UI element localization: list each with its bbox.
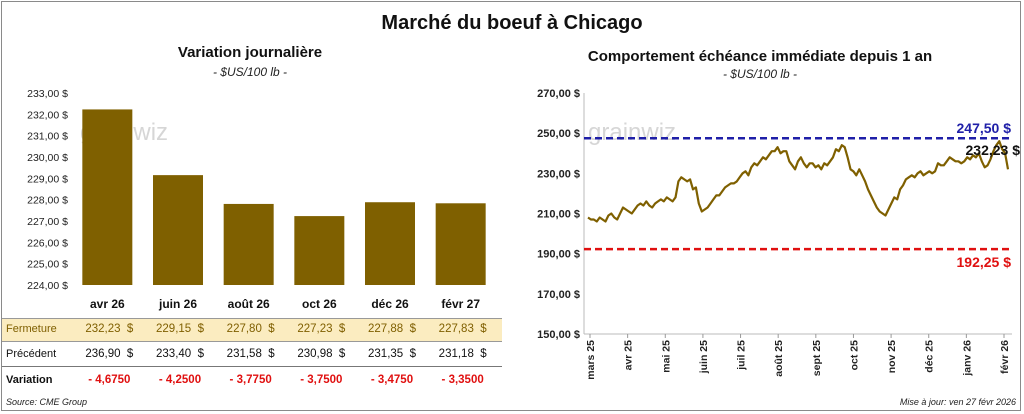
bar-ytick-label: 231,00 $ — [27, 131, 68, 143]
bar-ytick-label: 226,00 $ — [27, 237, 68, 249]
high-label: 247,50 $ — [957, 120, 1012, 136]
line-xtick-label: déc 25 — [924, 340, 936, 373]
bar — [82, 109, 133, 285]
table-cell: - 3,7500 — [300, 374, 343, 386]
update-note: Mise à jour: ven 27 févr 2026 — [899, 397, 1016, 407]
last-price-label: 232,23 $ — [966, 142, 1021, 158]
bar — [294, 216, 345, 285]
line-xtick-label: févr 26 — [999, 340, 1011, 374]
bar — [223, 203, 274, 285]
table-cell: 227,23 $ — [297, 323, 346, 335]
bar-chart: 224,00 $ 225,00 $ 226,00 $ 227,00 $ 228,00 $… — [27, 88, 486, 311]
right-chart-title: Comportement échéance immédiate depuis 1… — [587, 48, 933, 65]
table-row: Fermeture 232,23 $ 229,15 $ 227,80 $ 227,23 … — [2, 318, 502, 342]
line-xtick-label: août 25 — [773, 340, 785, 377]
table-row-label: Précédent — [6, 348, 57, 360]
line-xtick-label: juin 25 — [698, 340, 710, 374]
bar-ytick-label: 227,00 $ — [27, 216, 68, 228]
line-xtick-label: sept 25 — [811, 340, 823, 376]
table-cell: 231,58 $ — [226, 348, 275, 360]
line-ytick-label: 170,00 $ — [537, 289, 580, 301]
bar-category-label: juin 26 — [158, 297, 197, 311]
bar-ytick-label: 233,00 $ — [27, 88, 68, 100]
bar-category-label: déc 26 — [371, 297, 409, 311]
bar-ytick-label: 230,00 $ — [27, 152, 68, 164]
bar-ytick-label: 232,00 $ — [27, 109, 68, 121]
line-xtick-label: avr 25 — [623, 340, 635, 371]
line-xtick-label: oct 25 — [848, 340, 860, 371]
line-xtick-label: mars 25 — [585, 340, 597, 380]
low-label: 192,25 $ — [957, 254, 1012, 270]
bar-ytick-label: 224,00 $ — [27, 280, 68, 292]
bar-category-label: avr 26 — [90, 297, 125, 311]
table-cell: - 4,2500 — [158, 374, 202, 386]
line-ytick-label: 210,00 $ — [537, 209, 580, 221]
table-row: Variation - 4,6750 - 4,2500 - 3,7750 - 3,750… — [2, 370, 502, 392]
bar — [365, 202, 415, 285]
line-xtick-label: nov 25 — [886, 340, 898, 373]
table-cell: 230,98 $ — [297, 348, 346, 360]
table-cell: 231,35 $ — [368, 348, 416, 360]
line-ytick-label: 150,00 $ — [537, 329, 580, 341]
table-cell: - 3,4750 — [370, 374, 414, 386]
price-series-line — [587, 140, 1010, 223]
table-cell: 227,88 $ — [368, 323, 416, 335]
bar-category-label: oct 26 — [302, 297, 337, 311]
bar-ytick-label: 228,00 $ — [27, 195, 68, 207]
table-cell: - 3,3500 — [441, 374, 484, 386]
left-chart-title: Variation journalière — [177, 44, 323, 61]
source-note: Source: CME Group — [6, 397, 88, 407]
line-watermark: grainwiz — [588, 119, 676, 146]
right-chart-unit: - $US/100 lb - — [722, 67, 798, 81]
bar — [153, 175, 203, 285]
table-cell: 232,23 $ — [85, 323, 134, 335]
table-row: Précédent 236,90 $ 233,40 $ 231,58 $ 230,98 … — [2, 344, 502, 367]
line-ytick-label: 230,00 $ — [537, 168, 580, 180]
line-ytick-label: 190,00 $ — [537, 249, 580, 261]
line-ytick-label: 250,00 $ — [537, 128, 580, 140]
bar-ytick-label: 229,00 $ — [27, 173, 68, 185]
table-cell: 227,83 $ — [438, 323, 487, 335]
bar — [435, 203, 486, 285]
table-cell: - 3,7750 — [229, 374, 272, 386]
bar-category-label: févr 27 — [441, 297, 480, 311]
table-cell: 233,40 $ — [156, 348, 204, 360]
bar-category-label: août 26 — [228, 297, 270, 311]
line-ytick-label: 270,00 $ — [537, 88, 580, 100]
main-title: Marché du boeuf à Chicago — [381, 12, 643, 34]
table-cell: 231,18 $ — [438, 348, 487, 360]
table-cell: 229,15 $ — [156, 323, 204, 335]
table-row-label: Fermeture — [6, 323, 57, 335]
line-xtick-label: janv 26 — [961, 340, 973, 377]
left-chart-unit: - $US/100 lb - — [212, 65, 288, 79]
bar-ytick-label: 225,00 $ — [27, 259, 68, 271]
table-cell: - 4,6750 — [88, 374, 131, 386]
table-row-label: Variation — [6, 374, 53, 386]
table-cell: 236,90 $ — [85, 348, 134, 360]
line-xtick-label: mai 25 — [660, 340, 672, 373]
line-xtick-label: juil 25 — [736, 340, 748, 371]
table-cell: 227,80 $ — [226, 323, 275, 335]
